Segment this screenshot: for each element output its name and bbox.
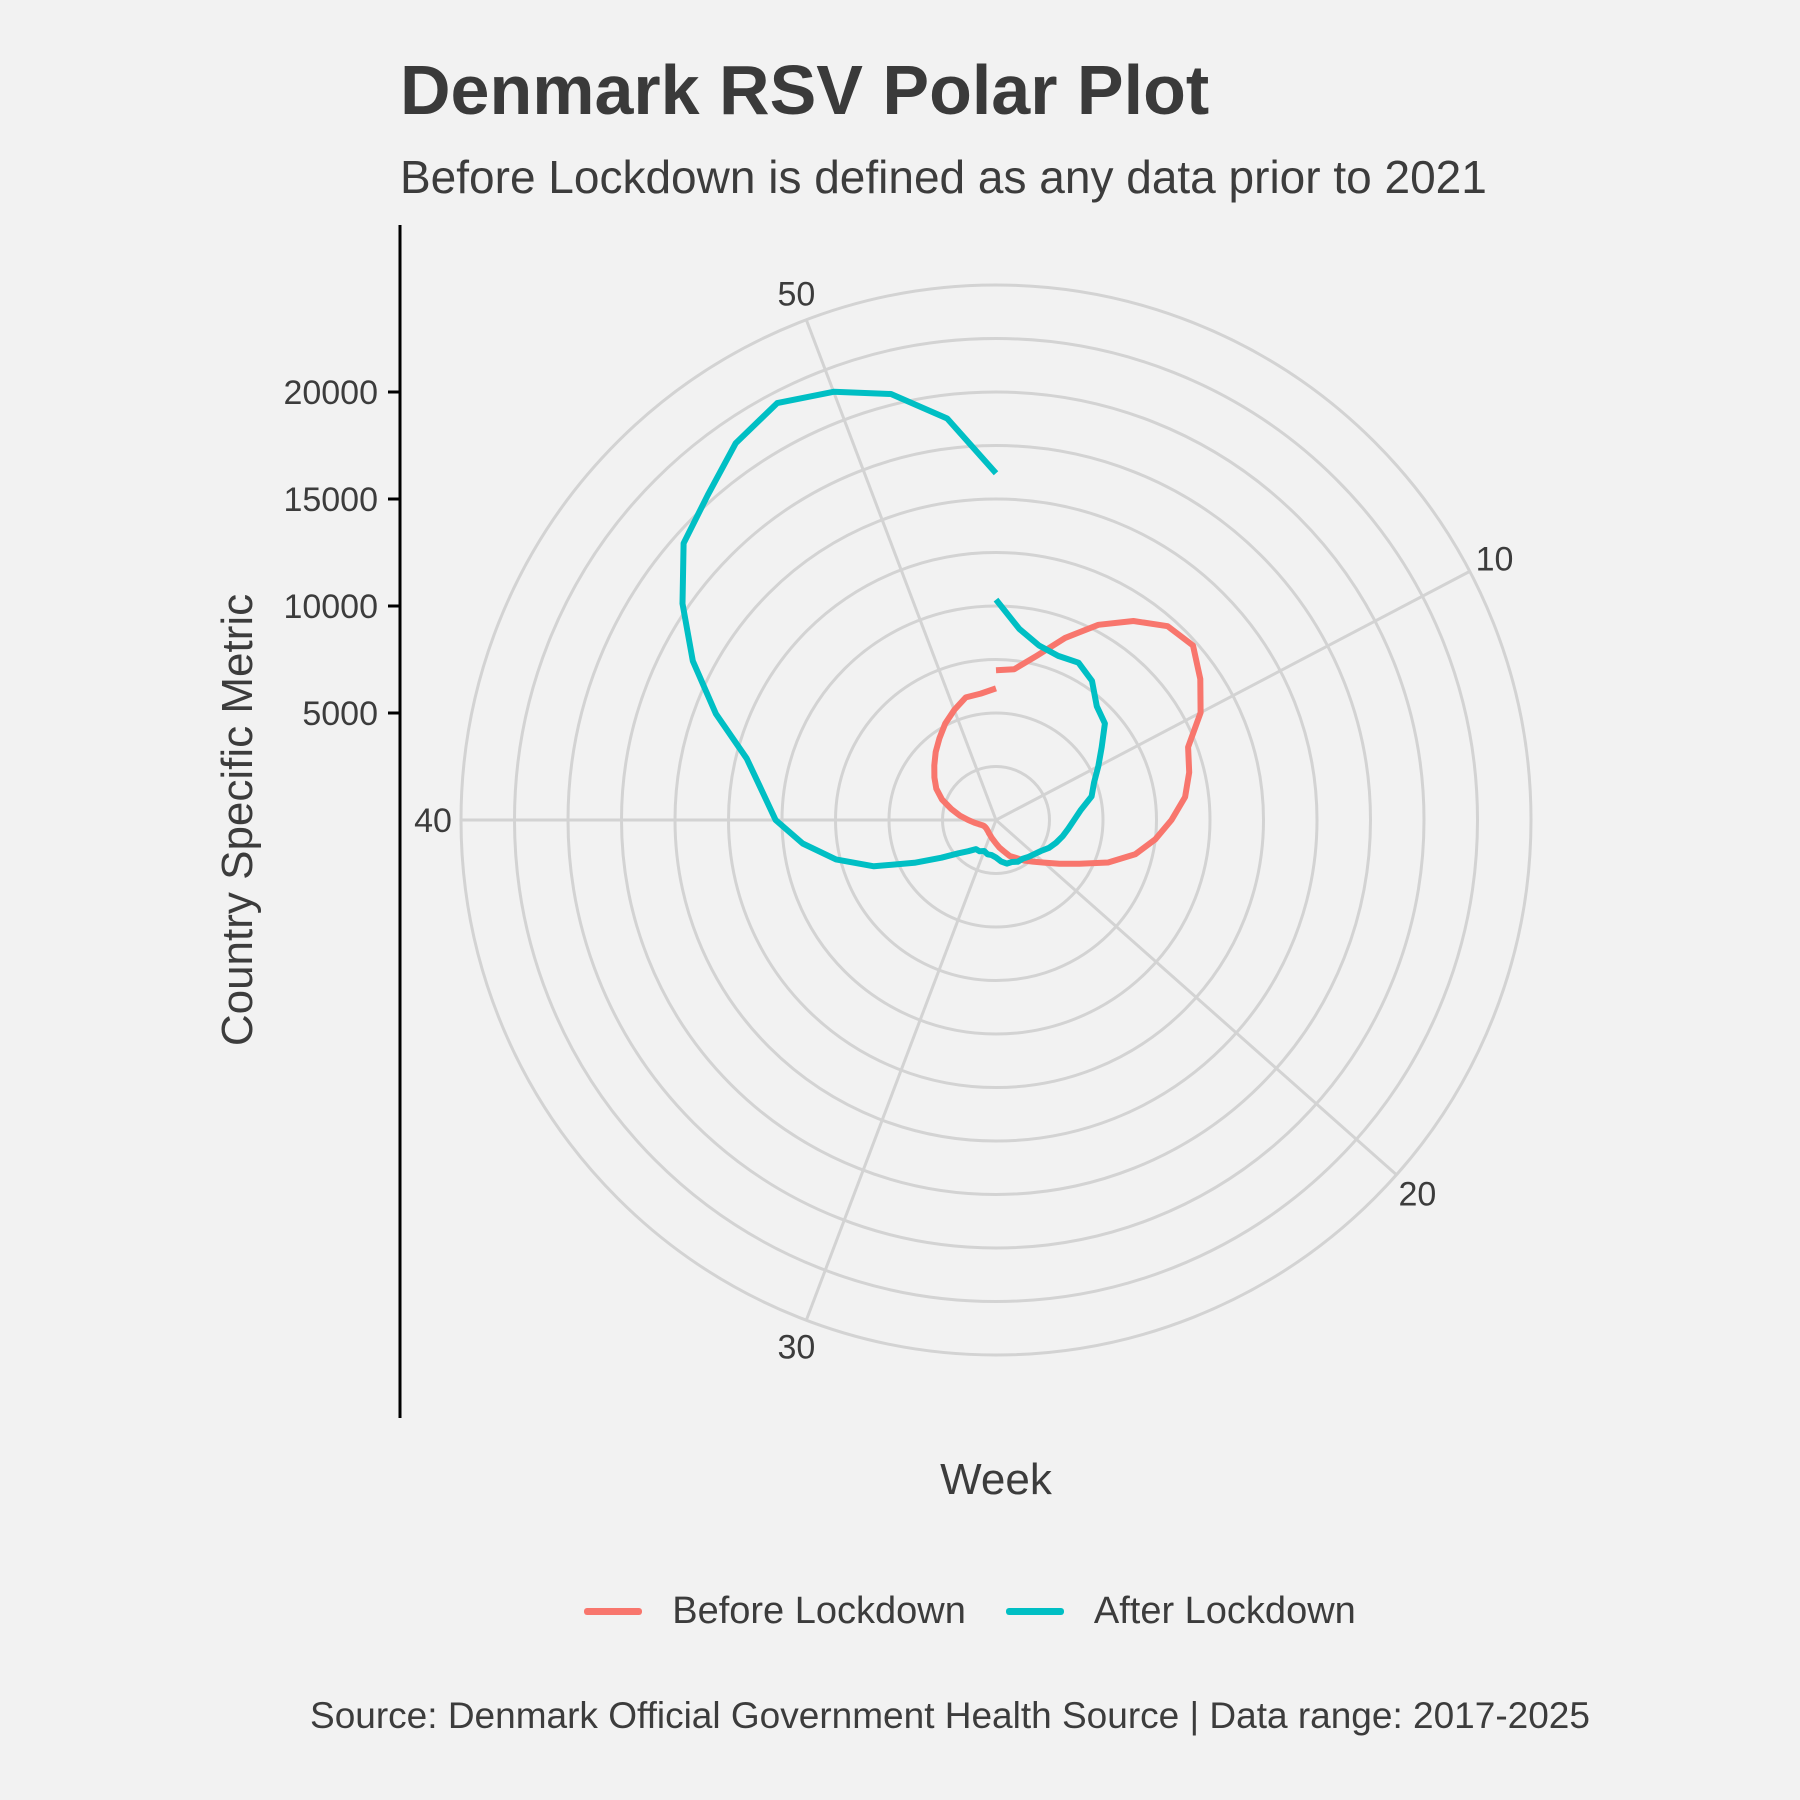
chart-subtitle: Before Lockdown is defined as any data p… — [400, 151, 1487, 203]
series-layer — [679, 388, 1204, 870]
theta-tick-50: 50 — [777, 276, 815, 314]
y-axis-label: Country Specific Metric — [213, 593, 262, 1047]
theta-tick-40: 40 — [414, 802, 452, 840]
r-tick-label-10000: 10000 — [283, 588, 378, 626]
r-tick-label-15000: 15000 — [283, 481, 378, 519]
r-tick-label-20000: 20000 — [283, 374, 378, 412]
legend-key-after — [1005, 1608, 1064, 1615]
legend-key-before — [584, 1608, 643, 1615]
x-axis-label: Week — [940, 1455, 1052, 1504]
angular-gridlines — [461, 319, 1471, 1321]
legend-item-before: Before Lockdown — [584, 1590, 966, 1633]
grid-spoke-50 — [804, 319, 998, 821]
theta-tick-20: 20 — [1398, 1175, 1436, 1213]
r-axis: 5000 10000 15000 20000 — [283, 225, 402, 1418]
legend-item-after: After Lockdown — [1005, 1590, 1356, 1633]
theta-tick-30: 30 — [777, 1328, 815, 1366]
legend-label-before: Before Lockdown — [672, 1590, 966, 1632]
theta-tick-labels: 10 20 30 40 50 — [414, 276, 1513, 1367]
legend-label-after: After Lockdown — [1093, 1590, 1356, 1632]
series-line-0 — [931, 618, 1204, 867]
grid-spoke-10 — [995, 570, 1471, 822]
theta-tick-10: 10 — [1476, 540, 1514, 578]
r-tick-label-5000: 5000 — [302, 695, 378, 733]
series-line-1 — [679, 388, 1108, 870]
chart-title: Denmark RSV Polar Plot — [400, 51, 1210, 129]
grid-spoke-20 — [995, 818, 1398, 1176]
chart-caption: Source: Denmark Official Government Heal… — [310, 1695, 1590, 1736]
legend: Before Lockdown After Lockdown — [0, 1590, 1800, 1633]
grid-spoke-30 — [804, 819, 998, 1321]
